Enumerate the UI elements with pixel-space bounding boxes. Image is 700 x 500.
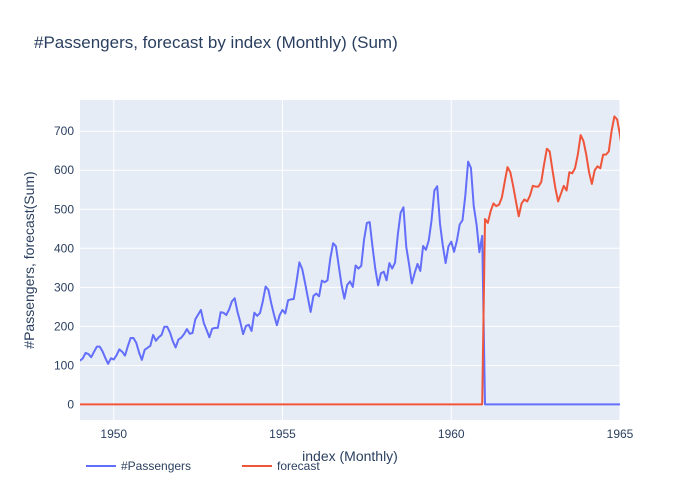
x-tick-label: 1965: [607, 427, 634, 441]
series-layer: [80, 115, 620, 406]
series-line-passengers: [80, 160, 620, 406]
tick-labels: 0 100 200 300 400 500 600 700 1950 1955 1960 1965: [54, 124, 634, 441]
y-tick-label: 700: [54, 124, 74, 138]
legend[interactable]: #Passengers forecast: [86, 459, 320, 473]
y-tick-label: 500: [54, 202, 74, 216]
x-tick-label: 1950: [100, 427, 127, 441]
y-tick-label: 400: [54, 241, 74, 255]
legend-item-passengers[interactable]: #Passengers: [86, 459, 191, 473]
chart-title: #Passengers, forecast by index (Monthly)…: [34, 33, 398, 52]
series-line-forecast: [80, 115, 620, 406]
plot-background: [80, 100, 620, 420]
y-tick-label: 0: [67, 397, 74, 411]
legend-label: #Passengers: [121, 459, 191, 473]
x-tick-label: 1955: [269, 427, 296, 441]
legend-label: forecast: [277, 459, 320, 473]
x-axis-label: index (Monthly): [302, 448, 398, 464]
x-tick-label: 1960: [438, 427, 465, 441]
y-tick-label: 600: [54, 163, 74, 177]
y-tick-label: 300: [54, 280, 74, 294]
y-tick-label: 100: [54, 358, 74, 372]
legend-item-forecast[interactable]: forecast: [242, 459, 320, 473]
y-axis-label: #Passengers, forecast(Sum): [21, 171, 37, 348]
y-tick-label: 200: [54, 319, 74, 333]
